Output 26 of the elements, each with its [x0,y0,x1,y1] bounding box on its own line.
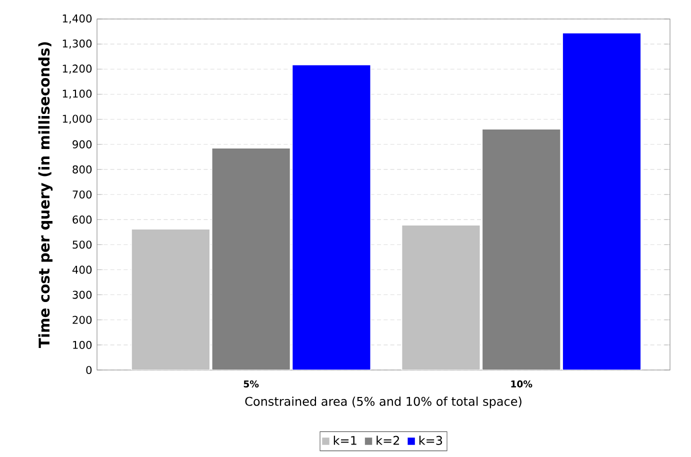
legend-label: k=2 [376,436,400,445]
legend-label: k=1 [334,436,356,445]
legend-label: k=3 [419,436,442,445]
y-tick-label: 0 [86,366,92,374]
bar [401,224,481,370]
bar [292,64,372,370]
y-tick-label: 700 [72,190,92,199]
y-axis-title: Time cost per query (in milliseconds) [38,42,53,348]
y-tick-label: 900 [72,140,92,148]
x-tick-label: 5% [244,380,259,388]
y-tick-label: 1,100 [62,90,92,99]
y-tick-label: 1,000 [62,114,92,124]
bar [562,32,642,370]
y-tick-label: 100 [73,340,92,349]
y-tick-label: 600 [72,216,92,224]
y-tick-label: 800 [72,165,92,174]
y-tick-label: 1,300 [62,39,92,49]
bar [131,228,210,370]
y-tick-label: 300 [72,290,92,299]
y-tick-label: 200 [72,316,92,324]
x-axis-title: Constrained area (5% and 10% of total space) [245,396,522,408]
x-tick-label: 10% [511,380,532,388]
y-tick-label: 1,200 [62,64,92,74]
y-tick-label: 1,400 [62,14,92,24]
y-tick-label: 500 [72,240,92,249]
y-tick-label: 400 [72,266,92,274]
